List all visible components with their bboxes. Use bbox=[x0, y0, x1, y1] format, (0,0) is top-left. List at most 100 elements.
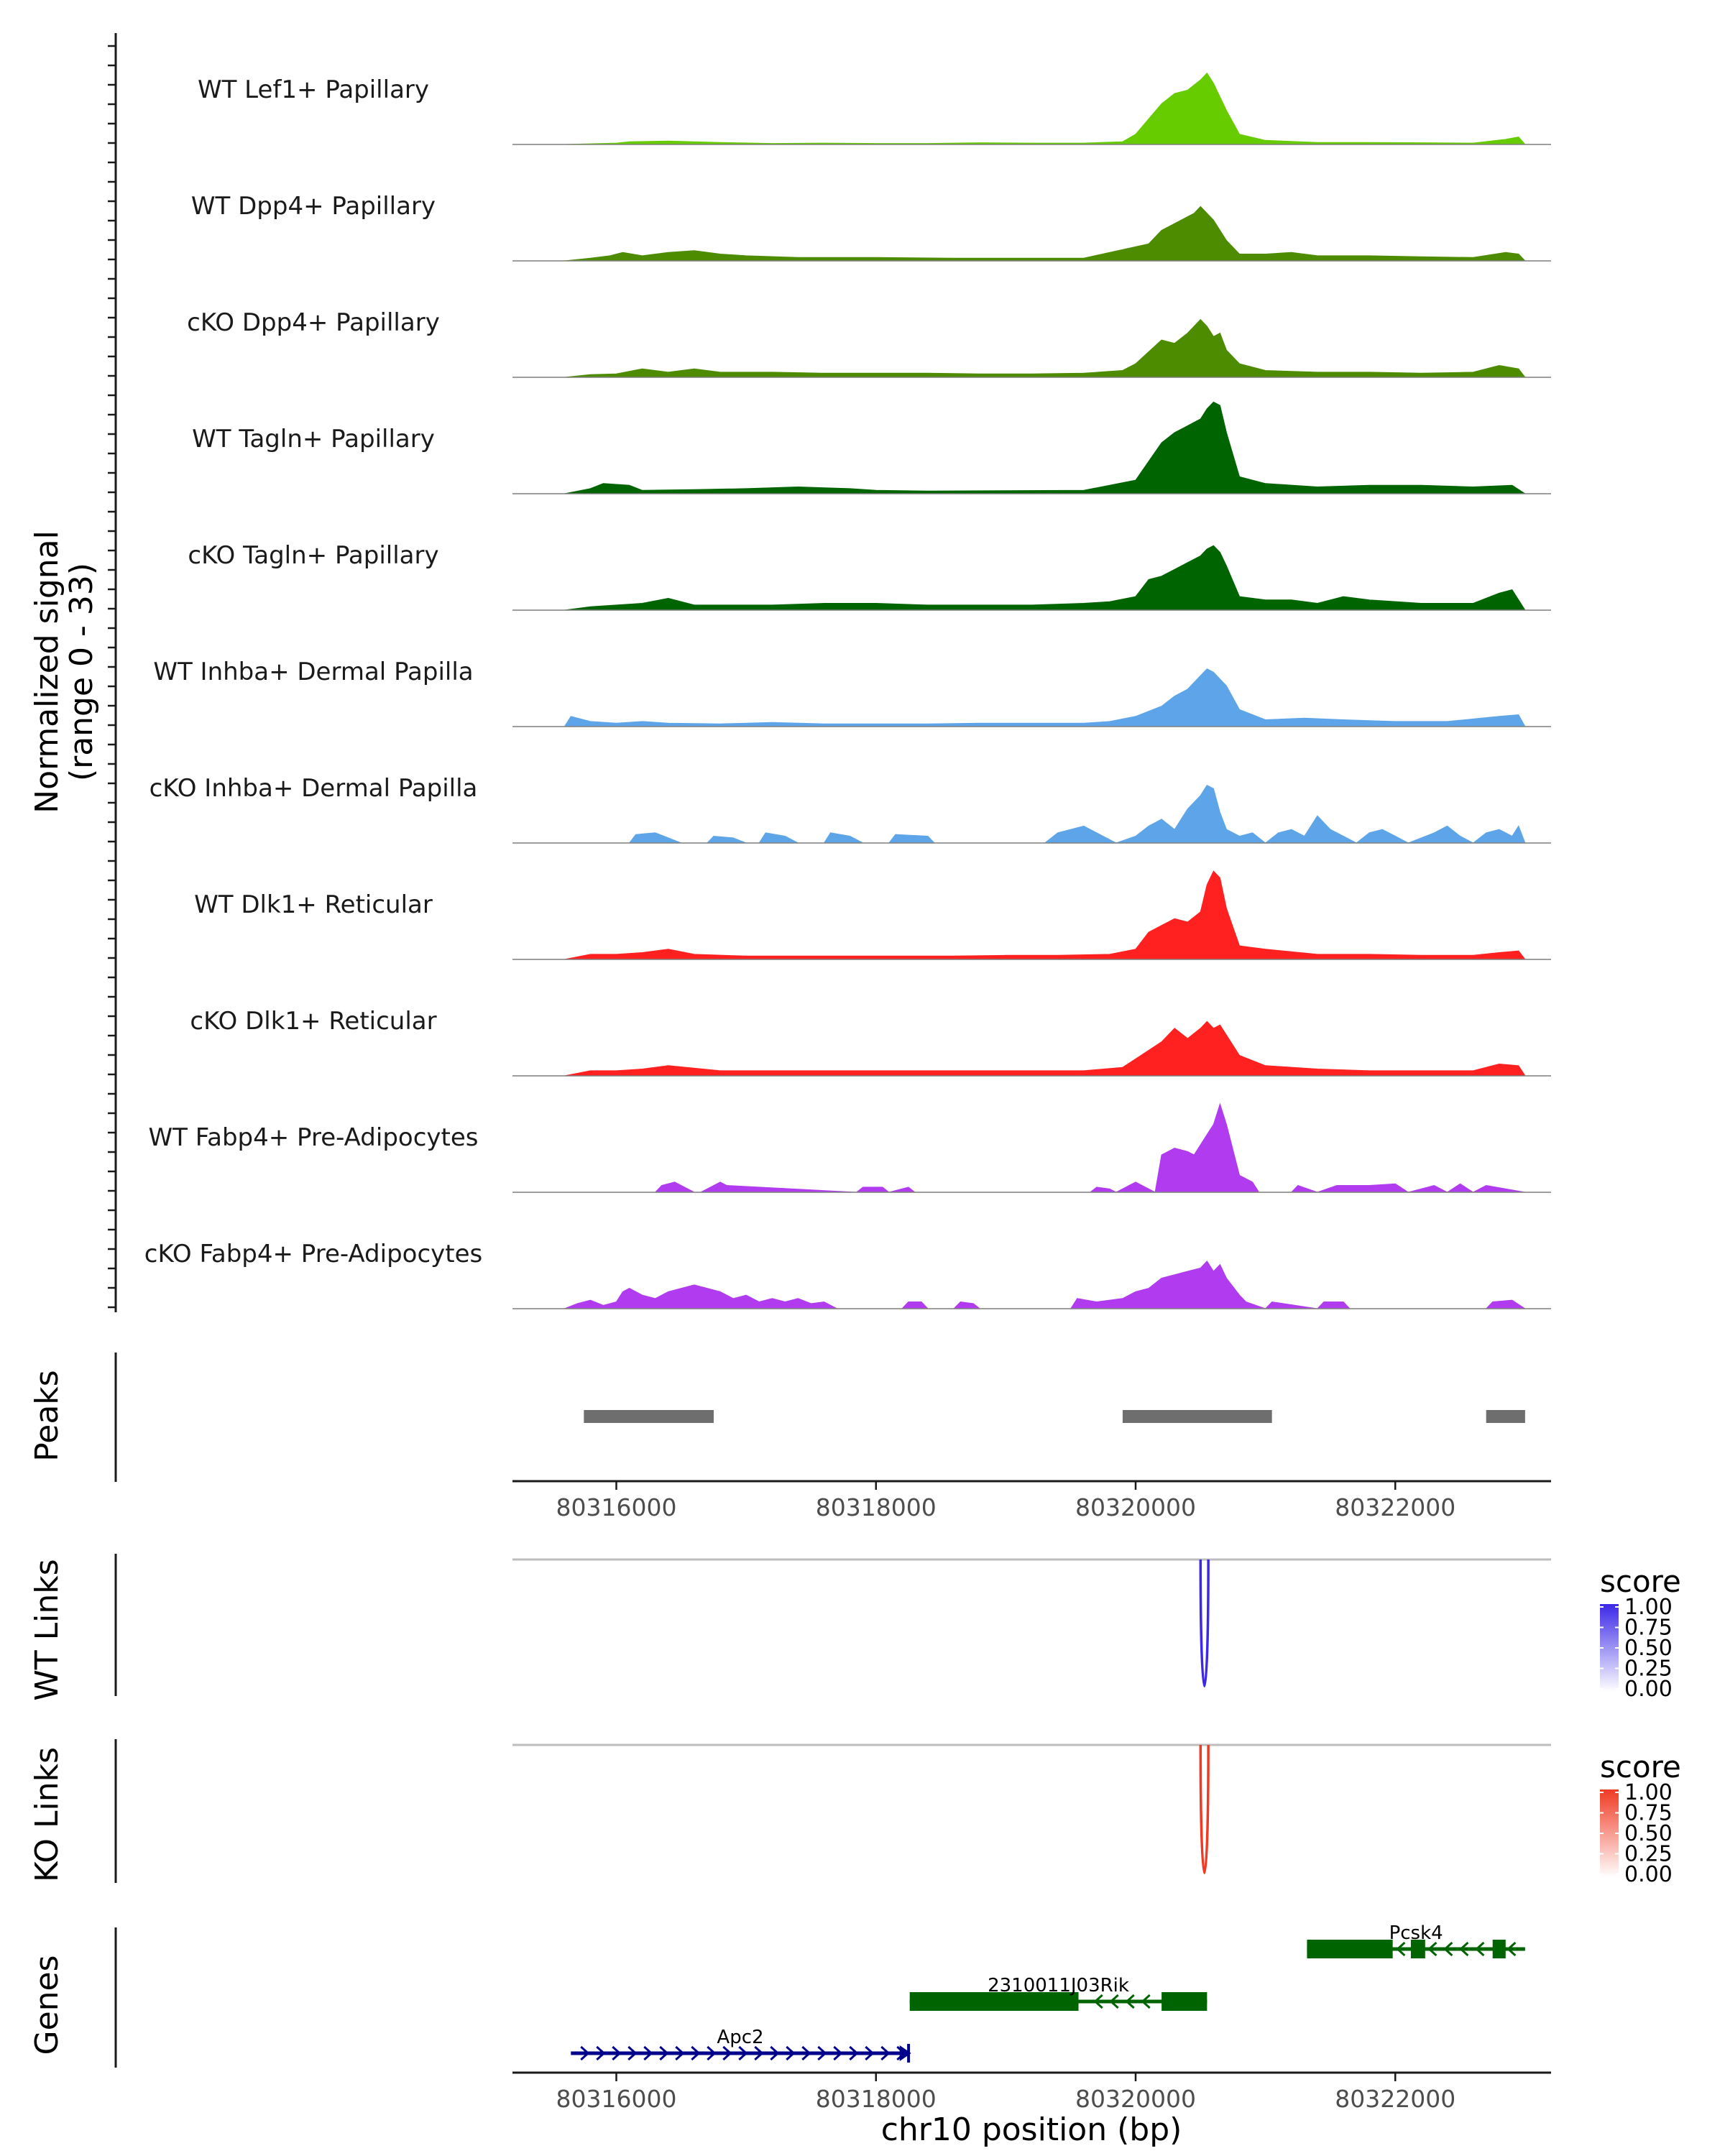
gene-apc2-label: Apc2 bbox=[717, 2027, 763, 2048]
gene-apc2-strand-arrow bbox=[880, 2045, 891, 2061]
gene-pcsk4-strand-arrow bbox=[1396, 1941, 1406, 1957]
gene-apc2-strand-arrow bbox=[707, 2045, 717, 2061]
genes-x-tick-label: 80322000 bbox=[1335, 2085, 1455, 2113]
coverage-tracks: WT Lef1+ Papillary WT Dpp4+ Papillary cKO … bbox=[144, 72, 1551, 1309]
gene-apc2-strand-arrow bbox=[691, 2045, 701, 2061]
gene-apc2-strand-arrow bbox=[849, 2045, 859, 2061]
gene-2310011j03rik-exon bbox=[909, 1992, 1079, 2011]
gene-pcsk4-strand-arrow bbox=[1506, 1941, 1517, 1957]
x-axes: 80316000 80318000 80320000 80322000 80316000… bbox=[512, 1480, 1551, 2113]
ko-links-legend-tick-label: 0.75 bbox=[1624, 1801, 1673, 1826]
gene-pcsk4-label: Pcsk4 bbox=[1389, 1922, 1443, 1944]
coverage-area-wt-lef1-papillary bbox=[564, 72, 1527, 145]
coverage-area-cko-fabp4-pre-adipocytes bbox=[564, 1260, 1527, 1309]
peaks-x-tick-label: 80318000 bbox=[816, 1493, 937, 1521]
coverage-area-wt-tagln-papillary bbox=[564, 401, 1527, 494]
gene-pcsk4-exon bbox=[1410, 1940, 1425, 1958]
wt-links-legend-tick-label: 0.50 bbox=[1624, 1636, 1673, 1661]
peaks-x-tick-label: 80322000 bbox=[1335, 1493, 1455, 1521]
peaks-track bbox=[114, 1353, 1525, 1482]
gene-apc2-strand-arrow bbox=[754, 2045, 764, 2061]
ko-links-legend-title: score bbox=[1600, 1749, 1681, 1784]
gene-apc2-strand-arrow bbox=[596, 2045, 606, 2061]
gene-apc2-strand-arrow bbox=[786, 2045, 796, 2061]
coverage-area-wt-inhba-dermal-papilla bbox=[564, 668, 1526, 727]
gene-apc2-end-arrow bbox=[899, 2045, 911, 2061]
track-label-wt-inhba-dermal-papilla: WT Inhba+ Dermal Papilla bbox=[153, 658, 473, 686]
track-label-cko-fabp4-pre-adipocytes: cKO Fabp4+ Pre-Adipocytes bbox=[144, 1240, 483, 1268]
ko-links-legend-tick-label: 0.50 bbox=[1624, 1821, 1673, 1846]
wt-links-track-label: WT Links bbox=[29, 1559, 65, 1700]
gene-2310011j03rik-strand-arrow bbox=[1093, 1994, 1103, 2009]
track-label-wt-tagln-papillary: WT Tagln+ Papillary bbox=[192, 425, 435, 453]
wt-links-legend-tick-label: 0.00 bbox=[1624, 1677, 1673, 1702]
peak-region bbox=[1122, 1410, 1272, 1423]
coverage-area-cko-inhba-dermal-papilla bbox=[564, 784, 1526, 844]
peaks-x-tick-label: 80320000 bbox=[1075, 1493, 1196, 1521]
track-label-wt-dlk1-reticular: WT Dlk1+ Reticular bbox=[194, 890, 433, 919]
genes-x-tick-label: 80320000 bbox=[1075, 2085, 1196, 2113]
wt-links-legend-tick-label: 0.25 bbox=[1624, 1657, 1673, 1682]
gene-apc2-strand-arrow bbox=[738, 2045, 748, 2061]
wt-links-legend-tick-label: 1.00 bbox=[1624, 1595, 1673, 1620]
gene-pcsk4-exon bbox=[1492, 1940, 1506, 1958]
coverage-area-cko-dpp4-papillary bbox=[564, 318, 1526, 378]
gene-apc2-strand-arrow bbox=[801, 2045, 811, 2061]
peak-region bbox=[584, 1410, 714, 1423]
genes-track-label: Genes bbox=[29, 1955, 65, 2055]
gene-2310011j03rik-strand-arrow bbox=[1109, 1994, 1119, 2009]
gene-apc2-strand-arrow bbox=[817, 2045, 827, 2061]
gene-pcsk4-strand-arrow bbox=[1427, 1941, 1438, 1957]
coverage-area-cko-tagln-papillary bbox=[564, 545, 1526, 611]
gene-apc2-strand-arrow bbox=[675, 2045, 685, 2061]
gene-pcsk4-strand-arrow bbox=[1459, 1941, 1469, 1957]
coverage-area-wt-fabp4-pre-adipocytes bbox=[564, 1102, 1525, 1193]
ko-links-arc bbox=[1199, 1744, 1210, 1874]
y-axis-range: (range 0 - 33) bbox=[63, 563, 100, 781]
genes-track: Pcsk4 2310011J03Rik Apc2 bbox=[114, 1922, 1525, 2068]
gene-pcsk4-strand-arrow bbox=[1443, 1941, 1453, 1957]
gene-apc2-strand-arrow bbox=[643, 2045, 653, 2061]
track-label-wt-dpp4-papillary: WT Dpp4+ Papillary bbox=[191, 192, 436, 221]
coverage-area-wt-dlk1-reticular bbox=[564, 870, 1526, 960]
track-label-cko-dpp4-papillary: cKO Dpp4+ Papillary bbox=[187, 308, 440, 337]
gene-2310011j03rik-exon bbox=[1162, 1992, 1208, 2011]
gene-2310011j03rik-label: 2310011J03Rik bbox=[988, 1975, 1129, 1996]
links-tracks: score1.000.750.500.250.00score1.000.750.… bbox=[114, 1554, 1681, 1887]
gene-apc2-strand-arrow bbox=[580, 2045, 590, 2061]
ko-links-legend-tick-label: 1.00 bbox=[1624, 1780, 1673, 1805]
ko-links-track-label: KO Links bbox=[29, 1747, 65, 1882]
gene-apc2-strand-arrow bbox=[865, 2045, 875, 2061]
peak-region bbox=[1486, 1410, 1525, 1423]
ko-links-legend-tick-label: 0.25 bbox=[1624, 1842, 1673, 1867]
gene-2310011j03rik-strand-arrow bbox=[1141, 1994, 1151, 2009]
x-axis-title: chr10 position (bp) bbox=[881, 2111, 1182, 2148]
track-label-cko-tagln-papillary: cKO Tagln+ Papillary bbox=[188, 541, 438, 570]
coverage-area-cko-dlk1-reticular bbox=[564, 1021, 1526, 1077]
peaks-x-tick-label: 80316000 bbox=[556, 1493, 677, 1521]
track-label-cko-dlk1-reticular: cKO Dlk1+ Reticular bbox=[190, 1007, 436, 1036]
coverage-y-axis bbox=[108, 33, 117, 1312]
ko-links-legend-tick-label: 0.00 bbox=[1624, 1862, 1673, 1887]
gene-apc2-strand-arrow bbox=[627, 2045, 638, 2061]
genes-x-tick-label: 80316000 bbox=[556, 2085, 677, 2113]
wt-links-legend-tick-label: 0.75 bbox=[1624, 1616, 1673, 1641]
track-label-wt-fabp4-pre-adipocytes: WT Fabp4+ Pre-Adipocytes bbox=[149, 1123, 479, 1152]
track-label-cko-inhba-dermal-papilla: cKO Inhba+ Dermal Papilla bbox=[150, 774, 478, 803]
gene-pcsk4-strand-arrow bbox=[1475, 1941, 1485, 1957]
gene-apc2-strand-arrow bbox=[659, 2045, 669, 2061]
wt-links-legend-title: score bbox=[1600, 1564, 1681, 1599]
coverage-area-wt-dpp4-papillary bbox=[564, 206, 1527, 262]
gene-apc2-strand-arrow bbox=[722, 2045, 732, 2061]
gene-pcsk4-exon bbox=[1307, 1940, 1393, 1958]
track-label-wt-lef1-papillary: WT Lef1+ Papillary bbox=[198, 75, 429, 104]
genes-x-tick-label: 80318000 bbox=[816, 2085, 937, 2113]
peaks-track-label: Peaks bbox=[29, 1370, 65, 1461]
gene-apc2-strand-arrow bbox=[612, 2045, 622, 2061]
gene-apc2-strand-arrow bbox=[770, 2045, 780, 2061]
gene-apc2-strand-arrow bbox=[833, 2045, 843, 2061]
wt-links-arc bbox=[1199, 1559, 1210, 1687]
gene-2310011j03rik-strand-arrow bbox=[1125, 1994, 1135, 2009]
y-axis-title: Normalized signal bbox=[29, 530, 65, 814]
